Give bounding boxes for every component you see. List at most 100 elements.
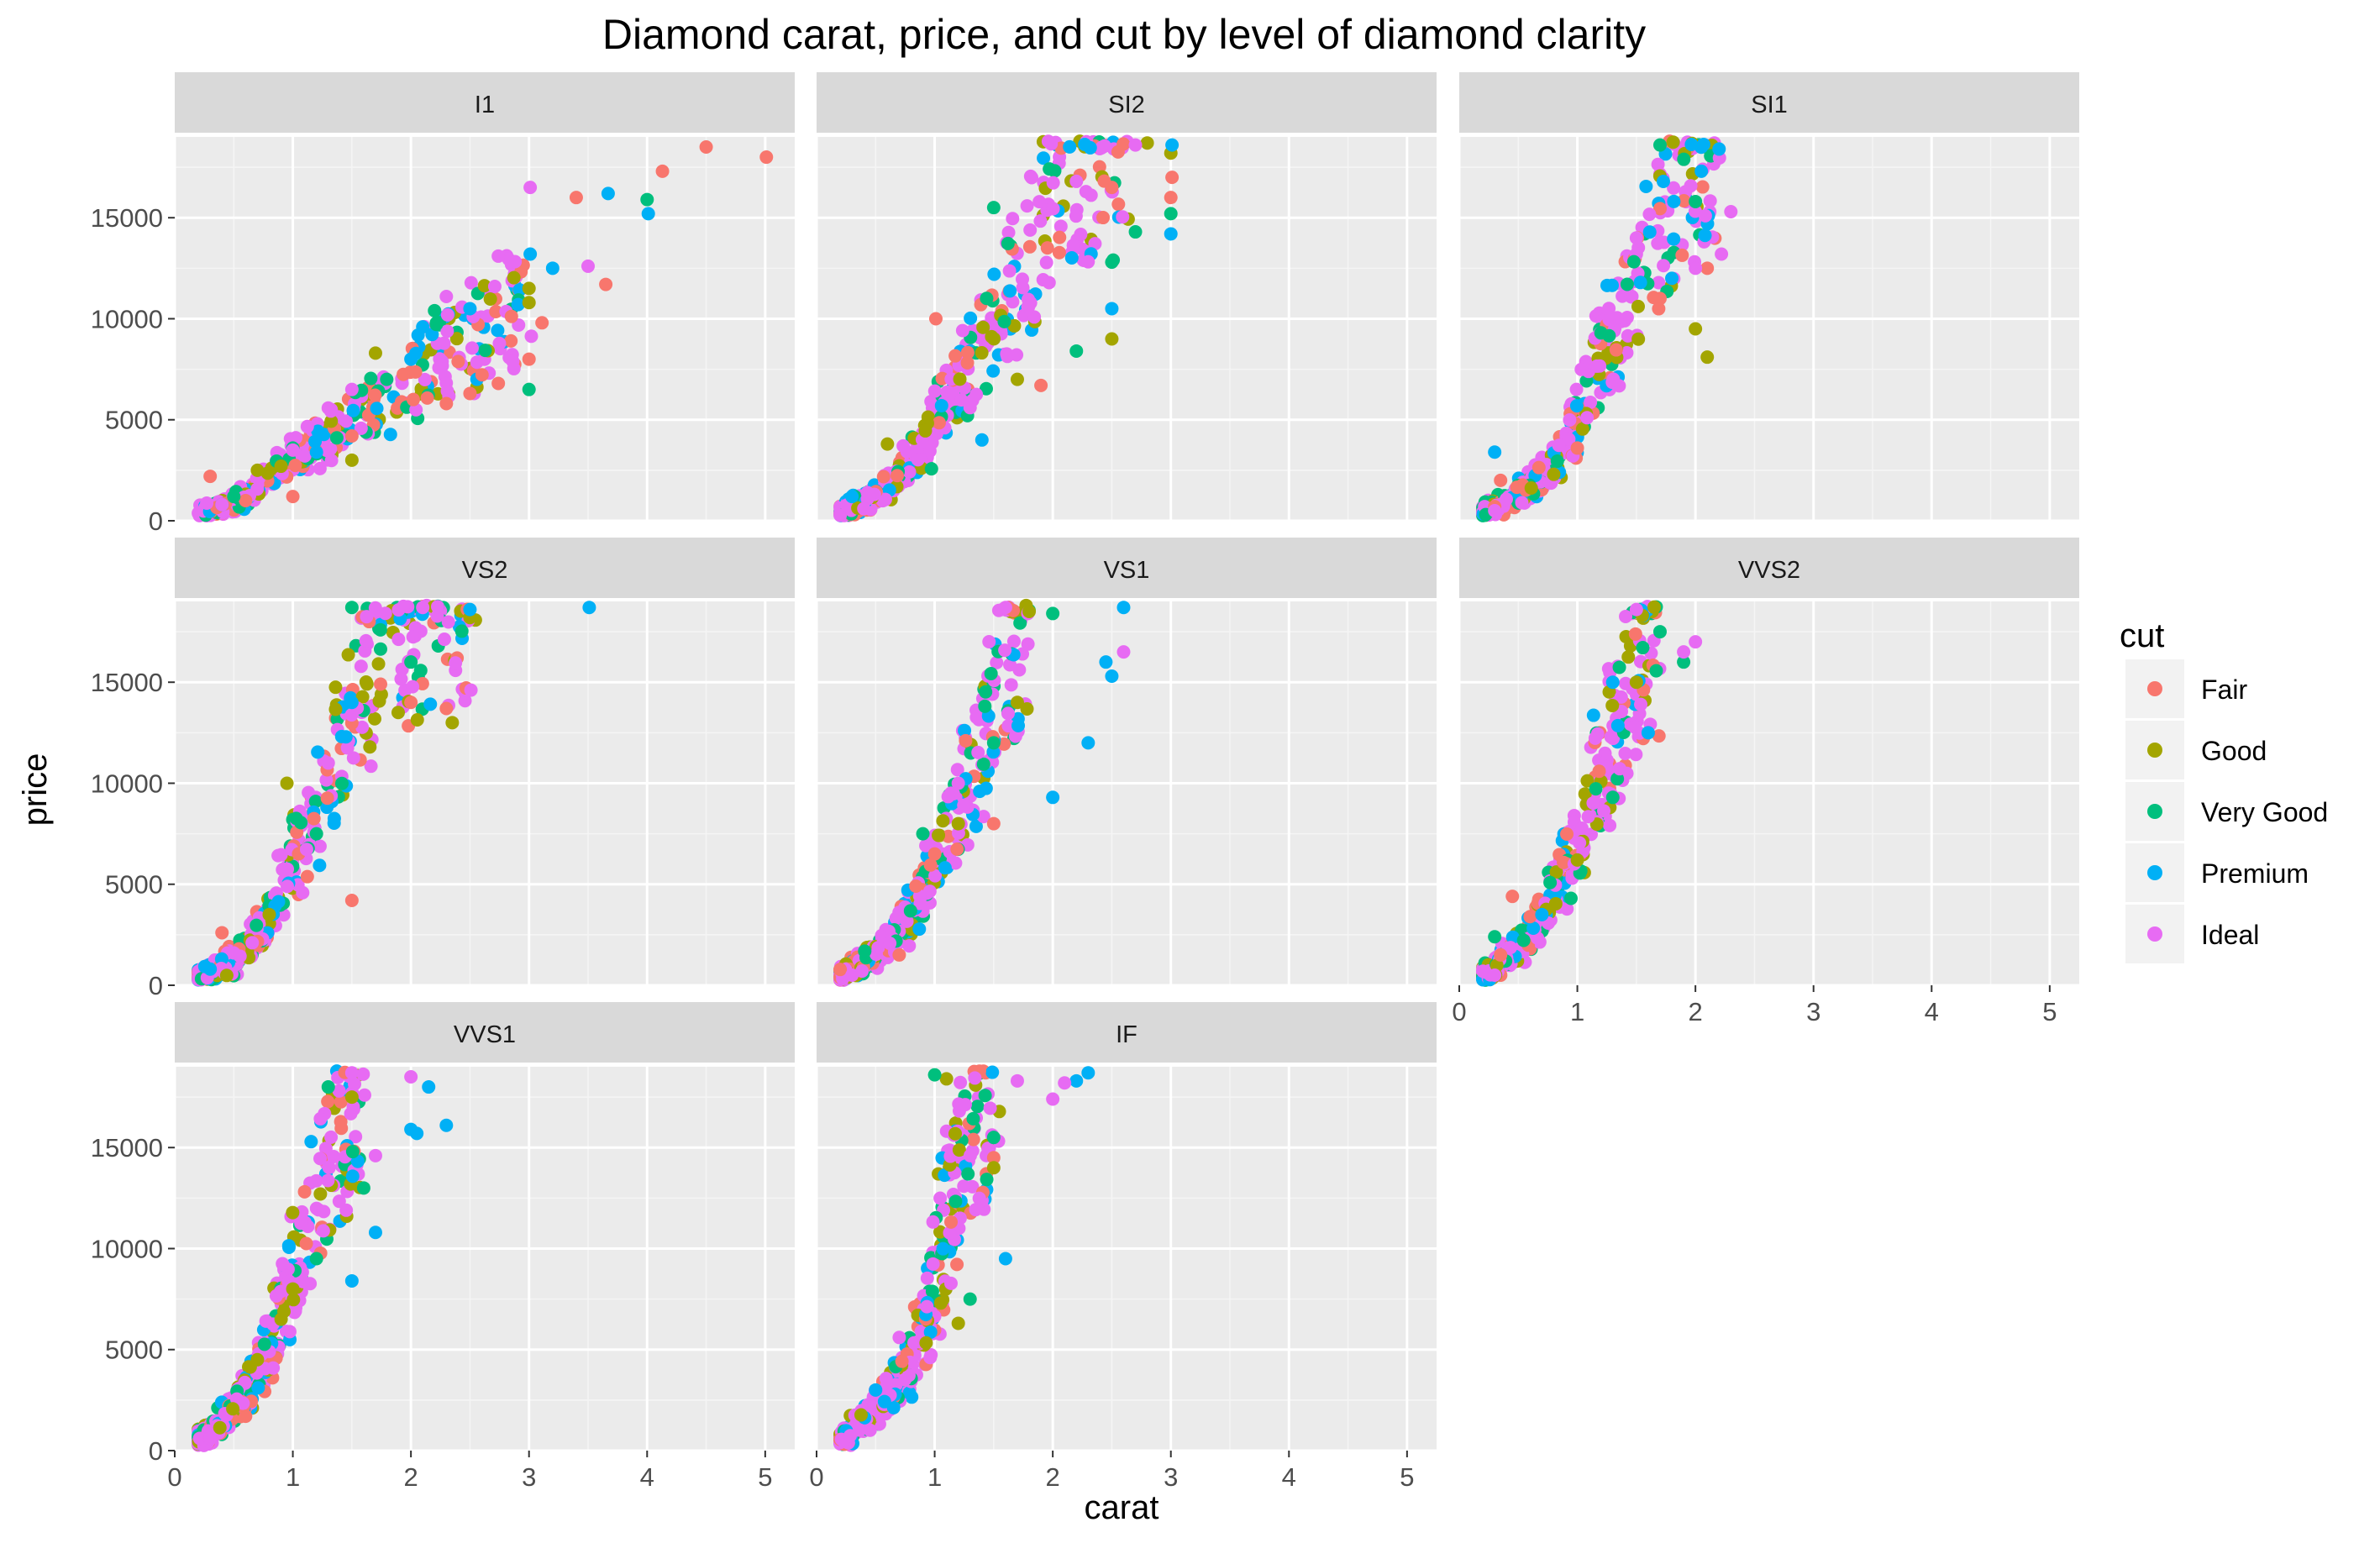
data-point — [1612, 379, 1626, 393]
data-point — [324, 414, 339, 428]
data-point — [1605, 698, 1620, 712]
data-point — [1563, 412, 1577, 427]
y-tick-label: 0 — [149, 506, 163, 536]
data-point-premium — [1105, 302, 1119, 316]
data-point — [250, 918, 264, 932]
data-point-premium — [523, 247, 538, 261]
data-point — [406, 680, 420, 694]
data-point — [524, 329, 539, 344]
data-point — [321, 1173, 335, 1188]
data-point-fair — [344, 893, 359, 907]
data-point — [1642, 225, 1657, 239]
data-point-very-good — [1069, 344, 1084, 358]
data-point-premium — [1488, 445, 1502, 459]
facet-strip-label: VS2 — [462, 557, 508, 584]
data-point — [1573, 836, 1587, 850]
data-point — [1549, 865, 1563, 879]
data-point-premium — [1105, 669, 1119, 683]
data-point — [1006, 212, 1020, 226]
facet-if: IF 0 1 2 3 4 5 — [809, 1002, 1437, 1492]
data-point-very-good — [522, 382, 536, 396]
data-point-good — [939, 1072, 954, 1086]
data-point — [319, 773, 334, 787]
data-point — [909, 879, 923, 893]
data-point — [489, 305, 503, 319]
data-point-ideal — [416, 601, 430, 615]
data-point-premium — [404, 1122, 418, 1136]
data-point-premium — [1164, 227, 1178, 241]
data-point-fair — [344, 428, 359, 443]
data-point — [1116, 137, 1131, 151]
data-point — [1610, 311, 1624, 325]
data-point — [984, 666, 998, 680]
data-point — [281, 1239, 296, 1253]
facet-strip-label: VVS2 — [1738, 557, 1800, 584]
data-point-good — [1022, 605, 1037, 619]
data-point-ideal — [491, 249, 506, 263]
data-point-very-good — [986, 736, 1001, 750]
data-point — [373, 642, 387, 656]
data-point — [1653, 202, 1668, 216]
data-point — [1642, 207, 1657, 222]
data-point-ideal — [203, 1431, 218, 1446]
data-point — [359, 633, 373, 648]
data-point-good — [951, 816, 965, 831]
data-point-ideal — [523, 181, 538, 195]
data-point — [1574, 821, 1589, 835]
data-point-ideal — [951, 776, 965, 790]
data-point-ideal — [845, 968, 859, 982]
data-point — [1069, 209, 1083, 223]
data-point — [1037, 151, 1051, 165]
data-point — [348, 1077, 362, 1091]
data-point — [317, 1204, 331, 1219]
data-point — [1003, 284, 1017, 298]
facet-vvs2: VVS2 0 1 2 3 4 5 — [1452, 538, 2079, 1026]
data-point — [345, 1169, 360, 1183]
data-point — [383, 428, 397, 442]
data-point — [1652, 729, 1666, 743]
x-tick-label: 0 — [809, 1462, 823, 1492]
data-point — [954, 1075, 968, 1089]
data-point — [833, 508, 848, 522]
data-point-premium — [1694, 164, 1709, 178]
data-point-good — [1105, 332, 1119, 346]
data-point — [1614, 690, 1628, 704]
data-point — [941, 790, 955, 804]
data-point — [465, 341, 479, 355]
data-point-fair — [569, 191, 583, 205]
data-point — [902, 939, 917, 953]
data-point — [1044, 137, 1059, 151]
data-point — [288, 459, 302, 473]
data-point — [321, 1094, 335, 1109]
data-point-fair — [759, 150, 774, 165]
data-point — [1000, 347, 1014, 361]
data-point — [933, 1191, 948, 1205]
data-point-fair — [522, 352, 536, 366]
data-point — [430, 609, 444, 623]
data-point — [1580, 411, 1595, 425]
data-point — [1007, 318, 1022, 333]
data-point-premium — [869, 1383, 883, 1397]
data-point-ideal — [215, 497, 229, 512]
data-point — [289, 431, 303, 445]
data-point-premium — [203, 962, 218, 976]
data-point — [271, 895, 286, 909]
x-tick-label: 2 — [1689, 997, 1703, 1026]
data-point — [257, 1337, 271, 1351]
data-point — [1008, 729, 1022, 743]
data-point — [394, 672, 408, 686]
data-point-ideal — [344, 1066, 359, 1080]
data-point — [1604, 730, 1618, 744]
data-point — [276, 1257, 290, 1271]
data-point — [854, 1408, 868, 1422]
data-point — [410, 713, 424, 727]
facet-strip-label: IF — [1116, 1021, 1137, 1048]
data-point — [1634, 697, 1648, 711]
data-point-fair — [599, 277, 613, 291]
legend-key-good — [2147, 743, 2162, 758]
data-point — [876, 470, 891, 484]
data-point — [934, 398, 948, 412]
data-point — [1020, 199, 1034, 213]
data-point — [1609, 343, 1623, 357]
